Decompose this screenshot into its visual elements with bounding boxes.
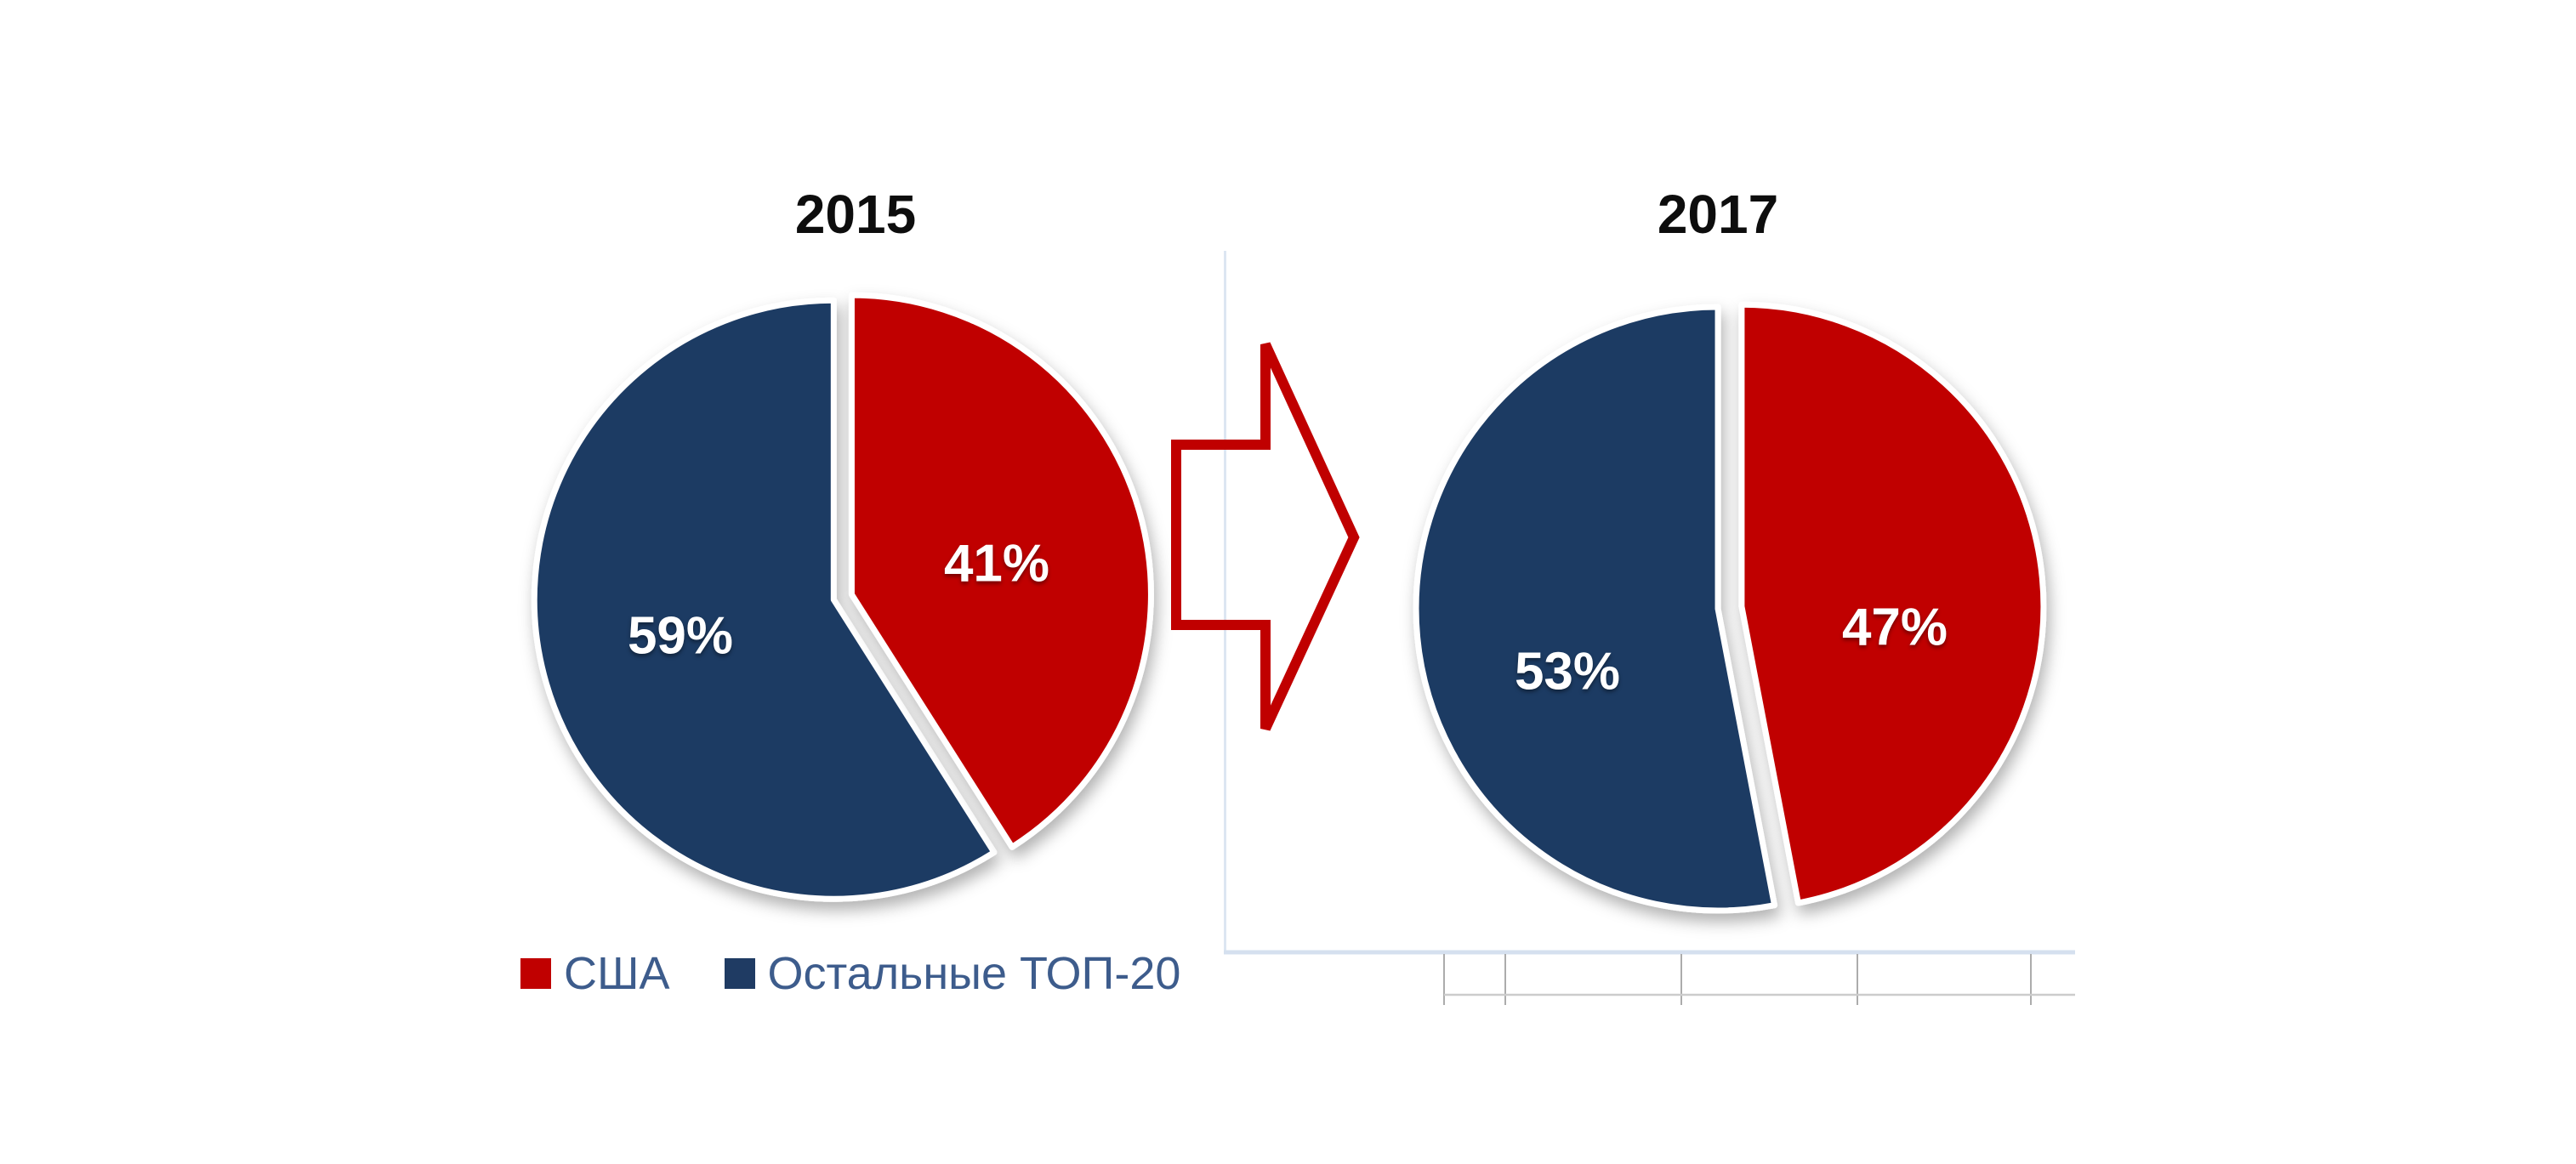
chart-title-2017: 2017 xyxy=(1657,184,1779,245)
pie-slice-2015-США xyxy=(848,292,1154,850)
data-label-2015-usa: 41% xyxy=(943,534,1050,593)
legend-swatch-rest-top20 xyxy=(724,958,755,989)
pie-slice-2015-Остальные ТОП-20 xyxy=(531,297,998,902)
pie-slice-2017-США xyxy=(1738,301,2047,906)
data-label-2017-rest: 53% xyxy=(1514,642,1621,701)
pie-chart-2017 xyxy=(1413,301,2047,914)
pie-chart-2015 xyxy=(531,292,1154,902)
legend-item-rest-top20: Остальные ТОП-20 xyxy=(724,947,1181,1000)
legend-label-rest-top20: Остальные ТОП-20 xyxy=(767,948,1181,999)
legend-item-usa: США xyxy=(520,947,670,1000)
data-label-2017-usa: 47% xyxy=(1841,598,1948,657)
plot-area-border xyxy=(1224,251,2075,955)
legend-swatch-usa xyxy=(520,958,551,989)
chart-title-2015: 2015 xyxy=(794,184,917,245)
data-table-gridlines xyxy=(1443,954,2075,1005)
data-label-2015-rest: 59% xyxy=(627,606,734,666)
chart-legend: США Остальные ТОП-20 xyxy=(520,946,1180,1001)
legend-label-usa: США xyxy=(564,948,670,999)
right-arrow-icon xyxy=(1171,342,1360,731)
pie-slice-2017-Остальные ТОП-20 xyxy=(1413,304,1778,914)
